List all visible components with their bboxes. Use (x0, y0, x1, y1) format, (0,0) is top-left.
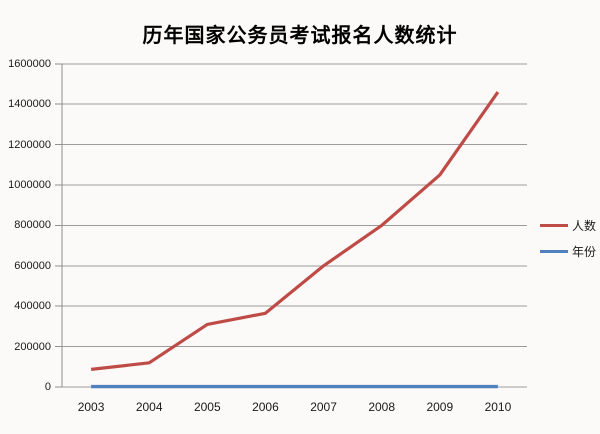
y-tick-label: 400000 (14, 300, 51, 313)
x-tick-label: 2007 (310, 400, 337, 414)
legend-line-swatch (540, 223, 568, 227)
y-tick-label: 200000 (14, 340, 51, 353)
y-tick-label: 0 (44, 381, 51, 393)
y-tick-label: 1000000 (8, 179, 51, 191)
y-tick-label: 600000 (14, 259, 51, 272)
legend: 人数 年份 (540, 212, 596, 264)
x-tick-label: 2009 (426, 400, 454, 414)
y-tick-label: 1600000 (8, 57, 51, 70)
x-tick-label: 2003 (77, 400, 105, 414)
legend-label: 人数 (572, 218, 597, 233)
x-tick-label: 2010 (484, 400, 512, 414)
x-tick-label: 2006 (252, 400, 279, 414)
legend-label: 年份 (572, 244, 597, 259)
series-line-0 (90, 91, 500, 371)
legend-item-1: 年份 (540, 238, 596, 264)
x-tick-label: 2008 (368, 400, 396, 414)
y-tick-label: 1400000 (8, 98, 51, 111)
x-tick-label: 2005 (193, 400, 221, 414)
y-tick-label: 1200000 (8, 138, 51, 151)
y-tick-label: 800000 (14, 219, 51, 232)
x-tick-label: 2004 (135, 400, 163, 414)
legend-line-swatch (540, 249, 568, 253)
chart-title: 历年国家公务员考试报名人数统计 (142, 25, 458, 47)
legend-item-0: 人数 (540, 212, 596, 238)
